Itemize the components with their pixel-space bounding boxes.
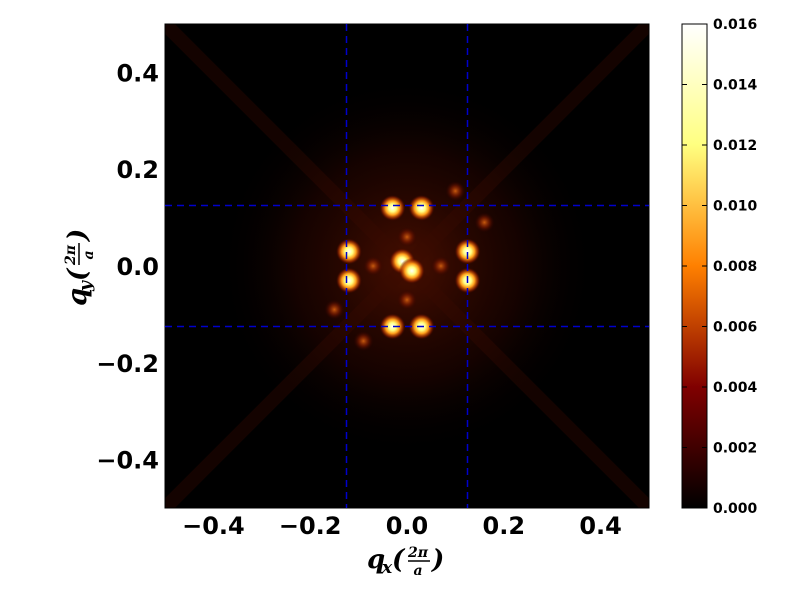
- peak-11: [474, 212, 495, 233]
- x-axis-ticks: −0.4 −0.2 0.0 0.2 0.4: [182, 24, 622, 540]
- y-tick-label: −0.4: [96, 447, 159, 475]
- y-tick-label: 0.4: [116, 59, 159, 87]
- y-axis-ticks: 0.4 0.2 0.0 −0.2 −0.4: [96, 59, 649, 475]
- x-tick-label: −0.2: [279, 512, 342, 540]
- x-axis-label: q x ( 2π a ): [367, 545, 444, 579]
- y-tick-label: 0.2: [116, 156, 159, 184]
- peak-14: [397, 226, 417, 247]
- peak-4: [335, 238, 362, 265]
- x-tick-label: −0.4: [182, 512, 245, 540]
- colorbar-tick-label: 0.012: [713, 138, 757, 154]
- peak-2: [379, 313, 406, 340]
- x-tick-label: 0.0: [386, 512, 429, 540]
- colorbar-tick-label: 0.000: [713, 501, 758, 517]
- x-label-sub: x: [381, 558, 393, 578]
- x-label-frac-num: 2π: [407, 545, 429, 561]
- colorbar-tick-label: 0.006: [713, 320, 757, 336]
- peak-15: [397, 289, 417, 310]
- y-tick-label: −0.2: [96, 350, 159, 378]
- intensity-peaks: [324, 180, 495, 352]
- colorbar-tick-label: 0.010: [713, 199, 758, 215]
- colorbar-tick-label: 0.016: [713, 17, 757, 33]
- y-label-sub: y: [76, 280, 96, 292]
- colorbar-ticks: 0.000 0.002 0.004 0.006 0.008 0.010 0.012 0.014…: [682, 17, 758, 517]
- peak-17: [430, 256, 451, 276]
- peak-16: [363, 256, 384, 276]
- y-axis-label: q y ( 2π a ): [63, 229, 97, 306]
- x-label-open-paren: (: [392, 545, 406, 575]
- x-tick-label: 0.4: [579, 512, 622, 540]
- y-label-close-paren: ): [63, 229, 93, 242]
- colorbar-tick-label: 0.008: [713, 259, 757, 275]
- colorbar-tick-label: 0.014: [713, 78, 758, 94]
- peak-10: [445, 180, 466, 201]
- peak-13: [353, 331, 374, 352]
- x-label-close-paren: ): [431, 545, 444, 575]
- peak-5: [335, 267, 362, 294]
- peak-1: [408, 194, 435, 221]
- x-label-var: q: [367, 545, 385, 575]
- y-label-frac-den: a: [81, 250, 97, 259]
- colorbar-tick-label: 0.004: [713, 380, 758, 396]
- guide-lines: [165, 24, 649, 508]
- y-label-var: q: [63, 288, 93, 306]
- peak-9: [398, 257, 425, 284]
- colorbar-tick-label: 0.002: [713, 441, 757, 457]
- y-label-frac-num: 2π: [63, 244, 79, 266]
- x-tick-label: 0.2: [483, 512, 526, 540]
- peak-6: [454, 238, 481, 265]
- x-label-frac-den: a: [413, 563, 422, 579]
- y-label-open-paren: (: [63, 267, 93, 281]
- peak-12: [324, 299, 345, 320]
- y-tick-label: 0.0: [116, 253, 159, 281]
- peak-0: [379, 194, 406, 221]
